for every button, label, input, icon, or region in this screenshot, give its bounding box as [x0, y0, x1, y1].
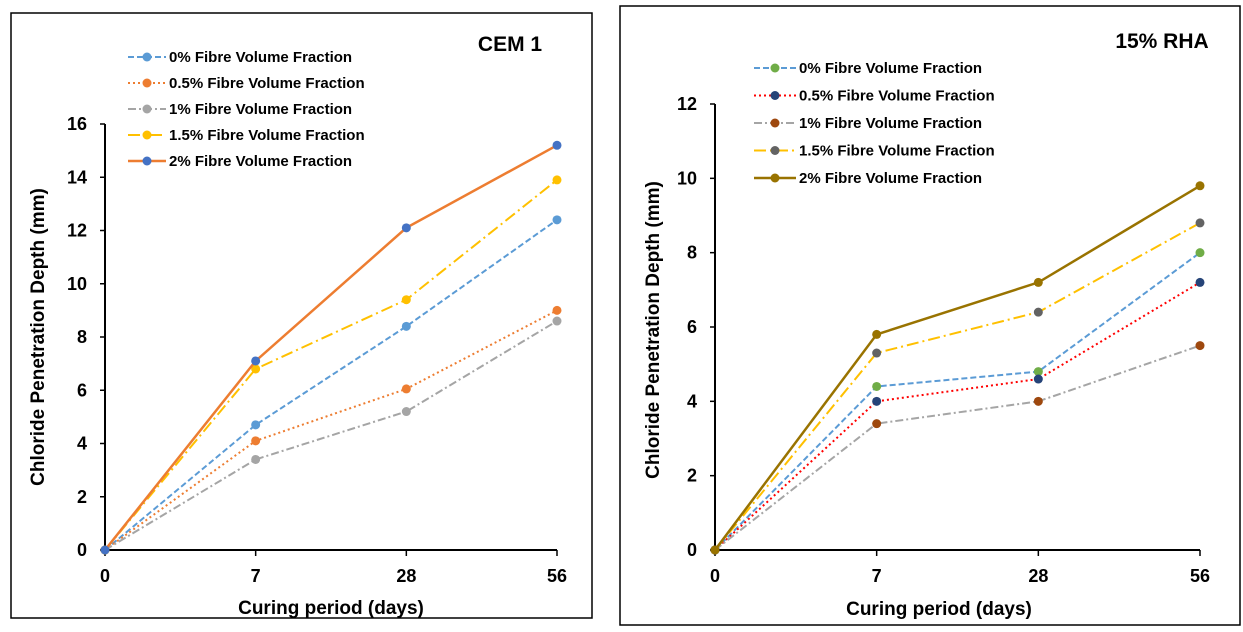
legend-marker [142, 78, 152, 88]
legend-marker [770, 146, 780, 155]
data-point [1195, 277, 1205, 287]
y-tick-label: 12 [677, 94, 697, 114]
data-point [1195, 248, 1205, 258]
x-tick-label: 0 [100, 566, 110, 586]
data-point [1195, 218, 1205, 228]
y-tick-label: 2 [687, 466, 697, 486]
legend-label: 0% Fibre Volume Fraction [799, 60, 982, 77]
data-point [1033, 374, 1043, 384]
y-tick-label: 8 [77, 327, 87, 347]
legend-label: 1.5% Fibre Volume Fraction [169, 127, 365, 144]
legend-label: 1% Fibre Volume Fraction [169, 101, 352, 118]
data-point [251, 364, 261, 374]
data-point [251, 420, 261, 430]
legend-marker [142, 156, 152, 166]
data-point [872, 396, 882, 406]
data-point [1033, 396, 1043, 406]
data-point [552, 175, 562, 185]
chart-rha: 15% RHA 0 2 4 6 8 10 12 0 7 28 56 Curing period (day… [619, 5, 1241, 626]
data-point [872, 329, 882, 339]
series-line [104, 320, 558, 551]
legend-marker [142, 52, 152, 62]
x-tick-label: 7 [872, 566, 882, 586]
y-tick-label: 16 [67, 114, 87, 134]
series-line [104, 219, 558, 551]
legend-marker [142, 104, 152, 114]
chart-title: 15% RHA [1115, 30, 1208, 53]
y-tick-label: 2 [77, 487, 87, 507]
data-point [872, 381, 882, 391]
y-tick-label: 12 [67, 221, 87, 241]
chart-frame [619, 5, 1241, 626]
y-tick-label: 14 [67, 167, 87, 187]
data-point [251, 454, 261, 464]
data-point [710, 545, 720, 555]
legend-label: 1.5% Fibre Volume Fraction [799, 143, 995, 160]
legend-label: 0.5% Fibre Volume Fraction [799, 88, 995, 105]
x-tick-label: 7 [251, 566, 261, 586]
x-axis-title: Curing period (days) [846, 599, 1032, 620]
chart-title: CEM 1 [478, 33, 543, 56]
legend-label: 2% Fibre Volume Fraction [169, 153, 352, 170]
data-point [552, 316, 562, 326]
data-point [100, 545, 110, 555]
series-line [714, 281, 1201, 551]
legend-marker [770, 91, 780, 100]
data-point [872, 348, 882, 358]
x-tick-label: 28 [396, 566, 416, 586]
y-tick-label: 10 [67, 274, 87, 294]
series-line [714, 251, 1201, 551]
y-tick-label: 8 [687, 243, 697, 263]
series-line [104, 309, 558, 551]
chart-panel-cem1: CEM 1 0 2 4 6 8 10 12 14 16 0 7 28 56 Curing period (d… [0, 0, 605, 632]
x-tick-label: 56 [547, 566, 567, 586]
x-tick-label: 56 [1190, 566, 1210, 586]
data-point [251, 356, 261, 366]
legend-marker [142, 130, 152, 140]
legend-label: 2% Fibre Volume Fraction [799, 170, 982, 187]
x-tick-label: 28 [1028, 566, 1048, 586]
y-tick-label: 10 [677, 168, 697, 188]
series-line [714, 344, 1201, 551]
legend-label: 1% Fibre Volume Fraction [799, 115, 982, 132]
data-point [872, 419, 882, 429]
data-point [401, 223, 411, 233]
series-line [104, 179, 558, 551]
data-point [1195, 181, 1205, 191]
data-point [401, 384, 411, 394]
data-point [401, 321, 411, 331]
legend-label: 0% Fibre Volume Fraction [169, 49, 352, 66]
y-tick-label: 6 [77, 380, 87, 400]
y-axis-title: Chloride Penetration Depth (mm) [643, 181, 664, 479]
data-point [552, 215, 562, 225]
x-axis-title: Curing period (days) [238, 598, 424, 619]
y-tick-label: 4 [687, 391, 697, 411]
data-point [552, 305, 562, 315]
data-point [401, 407, 411, 417]
data-point [401, 295, 411, 305]
data-point [1033, 277, 1043, 287]
legend-label: 0.5% Fibre Volume Fraction [169, 75, 365, 92]
legend-marker [770, 118, 780, 128]
y-tick-label: 6 [687, 317, 697, 337]
y-tick-label: 4 [77, 434, 87, 454]
y-tick-label: 0 [687, 540, 697, 560]
legend-marker [770, 173, 780, 183]
legend-marker [770, 63, 780, 73]
data-point [251, 436, 261, 446]
y-tick-label: 0 [77, 540, 87, 560]
chart-cem1: CEM 1 0 2 4 6 8 10 12 14 16 0 7 28 56 Curing period (d… [10, 12, 593, 619]
data-point [1195, 341, 1205, 351]
series-line [714, 222, 1201, 551]
data-point [1033, 367, 1043, 377]
data-point [1033, 307, 1043, 317]
x-tick-label: 0 [710, 566, 720, 586]
data-point [552, 140, 562, 150]
series-line [713, 184, 1201, 551]
chart-frame [10, 12, 593, 619]
chart-panel-rha: 15% RHA 0 2 4 6 8 10 12 0 7 28 56 Curing period (day… [619, 0, 1243, 632]
y-axis-title: Chloride Penetration Depth (mm) [28, 188, 49, 486]
series-line [104, 144, 558, 551]
